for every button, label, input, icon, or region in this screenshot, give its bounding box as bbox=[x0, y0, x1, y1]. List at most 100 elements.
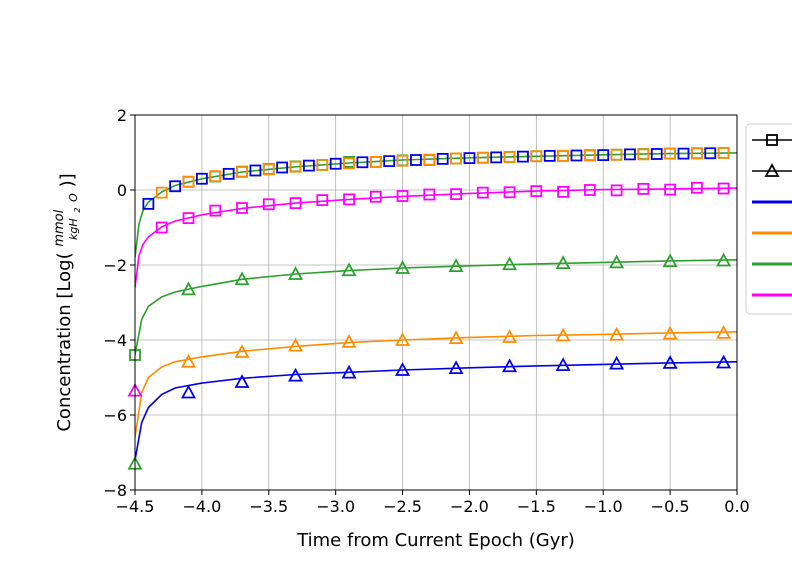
x-tick-label: 0.0 bbox=[724, 497, 749, 516]
square-data-point bbox=[476, 186, 489, 199]
square-data-point bbox=[664, 183, 677, 196]
triangle-data-point bbox=[341, 262, 357, 277]
square-data-point bbox=[450, 152, 462, 165]
triangle-data-point bbox=[180, 281, 197, 296]
square-data-point bbox=[624, 148, 636, 161]
y-axis-label-prefix: Concentration [Log( bbox=[54, 252, 75, 431]
square-data-point bbox=[383, 155, 396, 168]
y-tick-label: −8 bbox=[103, 481, 127, 500]
triangle-data-point bbox=[395, 260, 411, 274]
square-data-point bbox=[262, 198, 275, 211]
y-axis-label-fraction-den: kgH bbox=[67, 218, 80, 240]
square-data-point bbox=[583, 149, 596, 162]
triangle-data-point bbox=[716, 324, 732, 339]
square-data-point bbox=[249, 164, 262, 177]
y-tick-label: 0 bbox=[117, 181, 127, 200]
triangle-data-point bbox=[180, 353, 197, 368]
square-data-point bbox=[369, 155, 382, 168]
legend-triangle-marker bbox=[764, 163, 780, 177]
square-data-point bbox=[530, 185, 543, 198]
square-data-point bbox=[583, 184, 596, 196]
plot-frame bbox=[134, 114, 738, 491]
triangle-data-point bbox=[448, 258, 464, 273]
square-data-point bbox=[717, 146, 730, 159]
square-data-point bbox=[182, 212, 195, 225]
x-tick-label: −0.5 bbox=[651, 497, 690, 516]
y-tick-label: −4 bbox=[103, 331, 127, 350]
square-data-point bbox=[704, 147, 717, 160]
legend-square-marker bbox=[766, 134, 778, 146]
y-tick-label: 2 bbox=[117, 106, 127, 125]
square-data-point bbox=[169, 180, 182, 193]
square-data-point bbox=[677, 147, 690, 160]
triangle-data-point bbox=[502, 256, 518, 271]
square-data-point bbox=[557, 185, 569, 198]
square-data-point bbox=[503, 151, 516, 163]
square-data-point bbox=[396, 154, 409, 167]
series-line bbox=[135, 187, 737, 288]
triangle-data-point bbox=[716, 354, 732, 369]
square-data-point bbox=[517, 150, 529, 163]
x-tick-label: −4.5 bbox=[116, 497, 155, 516]
square-data-point bbox=[343, 193, 355, 206]
square-data-point bbox=[610, 184, 623, 197]
square-data-point bbox=[236, 166, 248, 178]
square-data-point bbox=[650, 148, 663, 160]
y-axis-ticks: −8 −6 −4 −2 0 2 bbox=[103, 106, 135, 500]
x-axis-label: Time from Current Epoch (Gyr) bbox=[296, 530, 575, 551]
square-data-point bbox=[289, 160, 302, 173]
triangle-data-point bbox=[609, 326, 625, 341]
triangle-data-point bbox=[555, 327, 571, 342]
square-data-point bbox=[450, 188, 462, 201]
triangle-data-point bbox=[502, 358, 518, 373]
square-data-point bbox=[463, 152, 476, 165]
square-data-point bbox=[543, 149, 556, 162]
square-data-point bbox=[530, 150, 543, 163]
square-data-point bbox=[503, 186, 516, 199]
square-data-point bbox=[236, 202, 248, 214]
square-data-point bbox=[316, 194, 329, 207]
square-data-point bbox=[155, 221, 168, 234]
triangle-data-point bbox=[609, 254, 625, 269]
square-data-point bbox=[356, 156, 369, 169]
square-data-point bbox=[343, 157, 355, 170]
triangle-data-point bbox=[288, 337, 304, 352]
y-tick-label: −6 bbox=[103, 406, 127, 425]
x-tick-label: −2.0 bbox=[450, 497, 489, 516]
square-data-point bbox=[182, 175, 195, 188]
y-axis-label-suffix: )] bbox=[57, 173, 78, 187]
triangle-data-point bbox=[502, 329, 518, 343]
triangle-data-point bbox=[288, 367, 304, 382]
square-data-point bbox=[610, 148, 623, 161]
triangle-data-point bbox=[609, 355, 625, 370]
series-curves bbox=[135, 152, 737, 461]
square-data-point bbox=[209, 204, 222, 217]
square-data-point bbox=[276, 161, 289, 174]
series-line bbox=[135, 361, 737, 461]
series-line bbox=[135, 152, 737, 258]
square-data-point bbox=[557, 149, 569, 162]
y-axis-label: Concentration [Log( mmol kgH 2 O )] bbox=[47, 173, 85, 431]
square-data-point bbox=[396, 190, 409, 202]
square-data-point bbox=[570, 149, 583, 162]
series-line bbox=[135, 259, 737, 356]
svg-text:Concentration [Log( mmol: Concentration [Log( mmol kgH 2 O )] bbox=[47, 173, 85, 431]
triangle-data-point bbox=[234, 271, 250, 286]
y-axis-label-fraction-open: mmol bbox=[52, 209, 67, 246]
triangle-data-point bbox=[180, 384, 197, 399]
series-markers bbox=[127, 146, 732, 470]
legend-box bbox=[745, 123, 792, 315]
y-axis-label-fraction-den-end: O bbox=[67, 193, 80, 202]
square-data-point bbox=[637, 182, 650, 195]
triangle-data-point bbox=[234, 374, 250, 388]
triangle-data-point bbox=[341, 364, 357, 379]
triangle-data-point bbox=[555, 255, 571, 270]
square-data-point bbox=[209, 170, 222, 183]
x-tick-label: −3.0 bbox=[316, 497, 355, 516]
triangle-data-point bbox=[448, 330, 464, 345]
square-data-point bbox=[369, 190, 382, 203]
square-data-point bbox=[690, 147, 703, 160]
square-data-point bbox=[303, 159, 315, 172]
triangle-data-point bbox=[395, 332, 411, 346]
triangle-data-point bbox=[448, 360, 464, 375]
